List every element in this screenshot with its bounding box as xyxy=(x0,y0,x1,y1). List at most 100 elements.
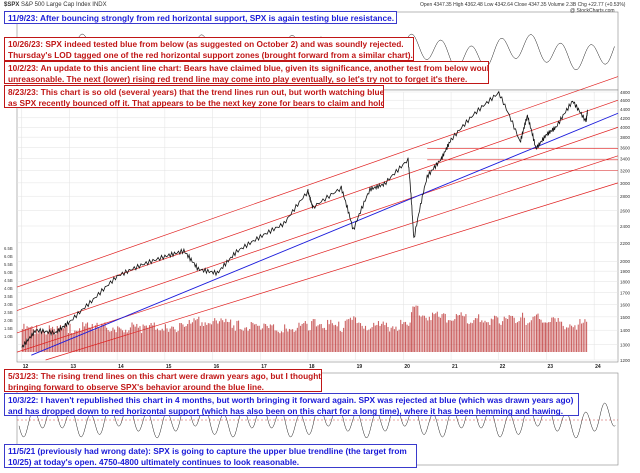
volume-tick-label: 2.5B xyxy=(4,310,13,315)
annotation-line: 10/26/23: SPX indeed tested blue from be… xyxy=(8,39,404,49)
volume-bar xyxy=(462,315,464,352)
volume-bar xyxy=(451,320,453,352)
annotation-line: 10/25) at today's open. 4750-4800 ultima… xyxy=(8,456,300,467)
volume-bar xyxy=(338,321,340,352)
volume-bar xyxy=(567,327,569,352)
volume-bar xyxy=(537,313,539,352)
volume-bar xyxy=(317,325,319,352)
volume-bar xyxy=(66,325,68,352)
volume-bar xyxy=(368,329,370,352)
volume-bar xyxy=(77,330,79,352)
annotation-line: 8/23/23: This chart is so old (several y… xyxy=(8,87,384,97)
volume-bar xyxy=(207,323,209,352)
chart-quote: Open 4347.35 High 4362.48 Low 4342.64 Cl… xyxy=(420,2,626,8)
volume-bar xyxy=(471,323,473,352)
volume-bar xyxy=(377,321,380,352)
volume-bar xyxy=(217,323,219,352)
volume-bar xyxy=(428,316,430,352)
volume-bar xyxy=(183,326,186,352)
volume-bar xyxy=(293,331,295,352)
volume-bar xyxy=(387,326,389,352)
volume-bar xyxy=(117,326,119,352)
y-tick-label: 4000 xyxy=(620,125,631,130)
volume-bar xyxy=(566,327,568,352)
volume-bar xyxy=(109,331,111,352)
volume-bar xyxy=(136,323,138,352)
volume-bar xyxy=(358,322,360,352)
volume-bar xyxy=(527,323,529,352)
volume-bar xyxy=(353,316,355,352)
volume-bar xyxy=(422,315,424,352)
x-tick-label: 17 xyxy=(261,364,267,370)
volume-bar xyxy=(457,315,459,352)
volume-bar xyxy=(348,319,350,352)
volume-bar xyxy=(306,323,308,352)
y-tick-label: 3600 xyxy=(620,146,631,151)
volume-bar xyxy=(247,330,249,352)
annotation-10-26-23: 10/26/23: SPX indeed tested blue from be… xyxy=(4,37,414,61)
volume-bar xyxy=(228,322,230,352)
annotation-line: Thursday's LOD tagged one of the red hor… xyxy=(8,49,413,60)
volume-bar xyxy=(75,330,77,352)
volume-bar xyxy=(463,316,465,352)
volume-bar xyxy=(31,326,33,352)
volume-bar xyxy=(408,325,410,352)
volume-bar xyxy=(42,330,44,352)
volume-bar xyxy=(395,326,397,352)
volume-bar xyxy=(168,331,170,352)
volume-bar xyxy=(190,323,192,352)
volume-bar xyxy=(322,328,324,352)
price-line xyxy=(21,90,588,348)
volume-bar xyxy=(410,312,413,352)
volume-bar xyxy=(98,327,100,352)
volume-bar xyxy=(172,326,174,352)
volume-bar xyxy=(139,326,141,352)
volume-bar xyxy=(328,324,330,352)
volume-bar xyxy=(398,329,400,352)
volume-bar xyxy=(532,316,534,352)
volume-bar xyxy=(555,321,558,352)
volume-bar xyxy=(478,314,480,352)
volume-bar xyxy=(96,322,98,352)
volume-bar xyxy=(61,327,63,352)
volume-bar xyxy=(409,322,411,352)
y-tick-label: 4800 xyxy=(620,90,631,95)
volume-bar xyxy=(120,328,122,352)
volume-bar xyxy=(439,317,442,352)
volume-bar xyxy=(48,325,50,352)
volume-bar xyxy=(274,330,276,352)
volume-bar xyxy=(444,313,446,352)
volume-bar xyxy=(179,323,181,352)
volume-bar xyxy=(253,324,256,352)
volume-bar xyxy=(385,322,387,352)
volume-bar xyxy=(336,326,338,352)
volume-bar xyxy=(523,317,525,352)
volume-bar xyxy=(209,323,211,352)
volume-bar xyxy=(245,327,248,352)
annotation-line: and has dropped down to red horizontal s… xyxy=(8,405,564,416)
volume-bar xyxy=(400,319,402,352)
volume-bar xyxy=(94,325,97,352)
volume-bar xyxy=(155,329,157,352)
volume-bar xyxy=(449,320,451,352)
volume-bar xyxy=(126,332,128,352)
volume-bar xyxy=(193,318,195,352)
volume-bar xyxy=(303,323,305,352)
volume-bar xyxy=(518,321,520,352)
volume-bar xyxy=(113,329,116,352)
chart-ticker: $SPX S&P 500 Large Cap Index INDX xyxy=(4,2,107,8)
volume-bar xyxy=(226,321,228,352)
chart-watermark: @ StockCharts.com xyxy=(570,8,615,14)
volume-bar xyxy=(223,322,225,352)
volume-bar xyxy=(37,333,39,352)
volume-bar xyxy=(284,324,286,352)
volume-bar xyxy=(69,323,71,352)
volume-bar xyxy=(312,319,314,352)
volume-bars xyxy=(21,305,588,352)
chart-index-name: S&P 500 Large Cap Index xyxy=(21,2,91,8)
y-tick-label: 1500 xyxy=(620,315,631,320)
volume-bar xyxy=(436,311,438,352)
volume-bar xyxy=(261,328,263,352)
volume-bar xyxy=(481,320,483,352)
volume-bar xyxy=(431,312,434,352)
